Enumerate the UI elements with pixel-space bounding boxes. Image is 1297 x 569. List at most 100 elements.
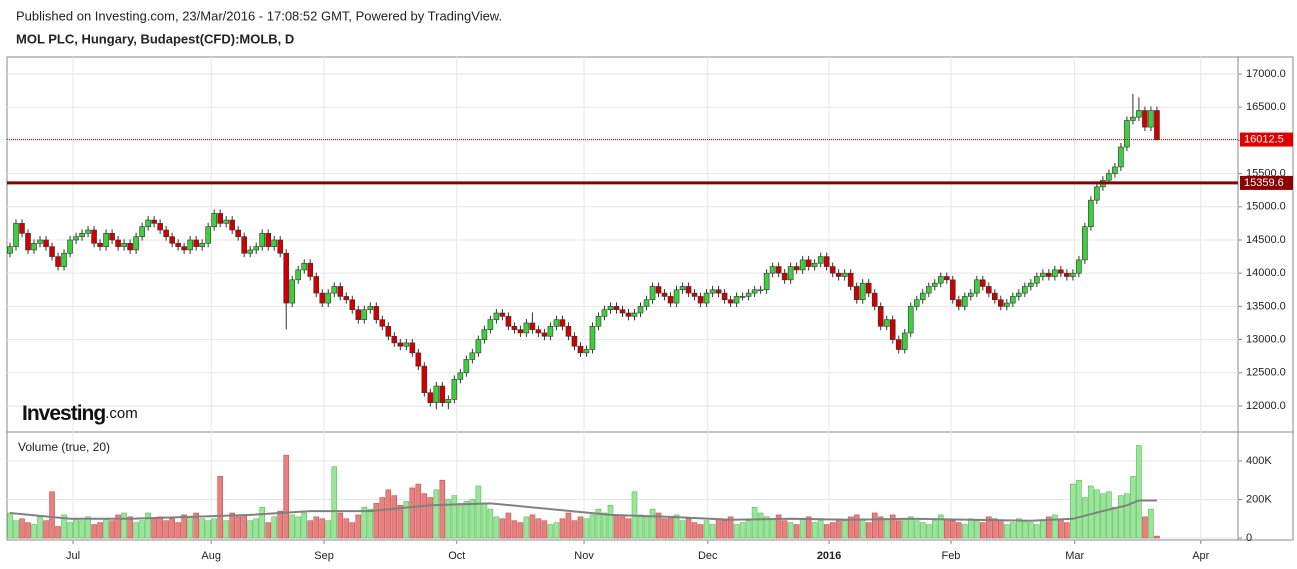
volume-bar [595,508,602,539]
volume-bar [187,516,193,539]
candle-body [175,243,181,247]
candle-body [925,286,932,294]
last-price-label: 16012.5 [1244,133,1284,145]
volume-bar [619,516,626,539]
volume-bar [739,522,746,539]
volume-bar [199,518,205,539]
candle-body [169,236,175,244]
volume-bar [289,514,296,539]
volume-bar [673,514,680,539]
candle-body [379,319,386,327]
x-tick-label: Dec [698,550,718,562]
candle-body [157,223,163,231]
volume-bar [565,512,572,539]
candle-body [97,243,103,247]
volume-bar [97,522,103,539]
x-tick-label: Jul [66,550,80,562]
candle-body [271,239,278,247]
y-tick-label: 14500.0 [1246,234,1286,246]
candle-body [967,292,974,297]
volume-bar [745,520,752,539]
candle-body [919,292,926,301]
candle-body [223,219,229,224]
volume-bar [877,516,884,539]
y-tick-label: 12000.0 [1246,400,1286,412]
chart-title: MOL PLC, Hungary, Budapest(CFD):MOLB, D [16,31,294,46]
candle-body [235,229,241,237]
volume-bar [703,520,710,539]
volume-bar [859,518,866,539]
candle-body [787,266,794,281]
volume-bar [895,520,902,539]
candle-body [427,392,434,403]
candle-body [1046,272,1052,277]
volume-bar [1022,520,1028,539]
candle-body [835,272,842,277]
candle-body [319,292,326,304]
candle-body [73,236,79,241]
candle-body [517,329,524,334]
candle-body [133,236,139,251]
candle-body [49,246,55,257]
volume-bar [91,524,97,539]
candle-body [763,272,770,291]
volume-bar [343,518,350,539]
volume-bar [463,501,470,539]
candle-body [992,292,998,301]
volume-bar [151,518,157,539]
candle-body [445,399,452,403]
volume-bar [397,504,404,539]
volume-bar [625,518,632,539]
candle-body [499,312,506,317]
candle-body [241,236,247,254]
candle-body [187,239,193,251]
candle-body [451,379,458,400]
y-tick-label: 12500.0 [1246,367,1286,379]
candle-body [769,266,776,274]
candle-body [1028,282,1034,287]
volume-bar [679,520,686,539]
volume-bar [1058,518,1064,539]
candle-body [619,309,626,314]
candle-body [889,319,896,340]
volume-bar [451,495,458,539]
volume-bar [481,503,488,539]
candle-body [523,322,530,334]
volume-bar [751,506,758,539]
candle-body [775,266,782,274]
volume-bar [943,518,950,539]
y-tick-label: 13500.0 [1246,300,1286,312]
candle-body [601,309,608,317]
candle-body [259,233,266,247]
x-tick-label: Feb [941,550,960,562]
candle-body [283,252,290,304]
volume-bar [157,516,163,539]
volume-bar [469,499,476,539]
volume-bar [541,520,548,539]
candle-body [463,359,470,374]
candle-body [817,256,824,264]
volume-bar [295,516,302,539]
volume-bar [865,522,872,539]
volume-bar [1130,476,1136,539]
candle-body [313,276,320,294]
candle-body [841,272,848,277]
volume-bar [992,518,998,539]
candle-body [253,246,260,251]
volume-bar [691,522,698,539]
candle-body [979,279,986,287]
candle-body [661,292,668,297]
candle-body [415,352,422,367]
volume-bar [811,522,818,539]
candle-body [727,299,734,304]
candle-body [571,335,578,347]
candle-body [1076,259,1082,274]
candle-body [1094,186,1100,201]
candle-body [505,316,512,327]
candle-body [583,349,590,354]
volume-bar [937,514,944,539]
candle-body [433,385,440,403]
volume-bar [19,518,25,539]
candle-body [79,233,85,237]
volume-bar [721,520,728,539]
